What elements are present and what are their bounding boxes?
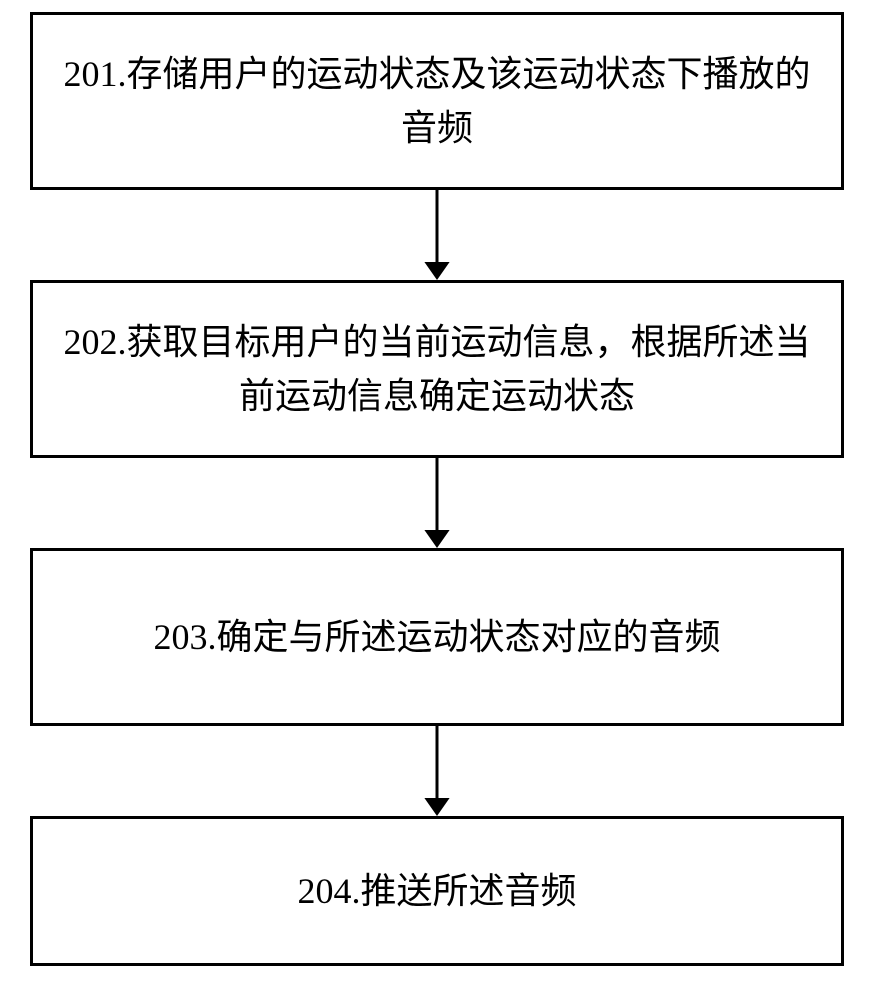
flowchart-arrow [417,190,457,280]
flowchart-node-label: 201.存储用户的运动状态及该运动状态下播放的音频 [49,47,825,155]
flowchart-arrow [417,726,457,816]
flowchart-node-203: 203.确定与所述运动状态对应的音频 [30,548,844,726]
flowchart-node-201: 201.存储用户的运动状态及该运动状态下播放的音频 [30,12,844,190]
flowchart-node-label: 203.确定与所述运动状态对应的音频 [153,610,720,664]
flowchart-canvas: 201.存储用户的运动状态及该运动状态下播放的音频 202.获取目标用户的当前运… [0,0,870,988]
flowchart-node-label: 202.获取目标用户的当前运动信息，根据所述当前运动信息确定运动状态 [49,315,825,423]
flowchart-arrow [417,458,457,548]
flowchart-node-label: 204.推送所述音频 [297,864,576,918]
flowchart-node-202: 202.获取目标用户的当前运动信息，根据所述当前运动信息确定运动状态 [30,280,844,458]
flowchart-node-204: 204.推送所述音频 [30,816,844,966]
